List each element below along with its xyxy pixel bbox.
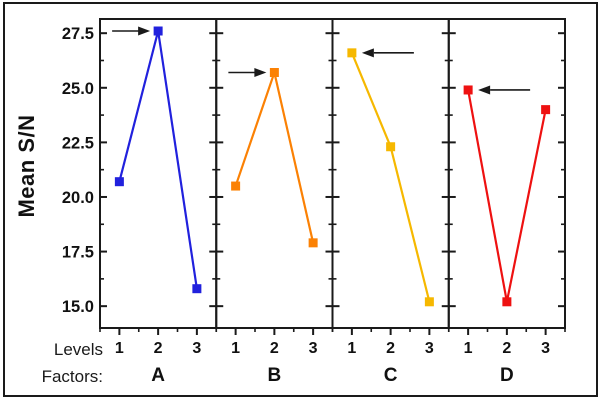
- y-tick-label: 17.5: [62, 244, 94, 262]
- y-tick-label: 20.0: [62, 189, 94, 207]
- factor-label-C: C: [384, 365, 398, 386]
- x-tick-label: 1: [115, 340, 124, 357]
- panel-border: [331, 18, 450, 329]
- best-level-arrowhead: [478, 85, 491, 95]
- x-tick-label: 3: [541, 340, 550, 357]
- data-point-marker: [463, 85, 473, 95]
- panel-border: [215, 18, 334, 329]
- data-point-marker: [424, 297, 434, 307]
- factor-label-A: A: [151, 365, 165, 386]
- series-line-C: [350, 52, 431, 303]
- series-line-D: [467, 89, 547, 303]
- y-tick-label: 25.0: [62, 80, 94, 98]
- y-tick-label: 15.0: [62, 298, 94, 316]
- data-point-marker: [386, 142, 396, 152]
- y-axis-title: Mean S/N: [14, 114, 39, 218]
- data-point-marker: [114, 177, 124, 187]
- y-tick-label: 27.5: [62, 25, 94, 43]
- panel-border: [447, 18, 566, 329]
- levels-row-label: Levels: [53, 340, 103, 359]
- best-level-arrowhead: [138, 26, 151, 36]
- x-tick-label: 1: [347, 340, 356, 357]
- x-tick-label: 2: [154, 340, 163, 357]
- data-point-marker: [192, 284, 202, 294]
- data-point-marker: [308, 238, 318, 248]
- series-line-A: [118, 30, 198, 289]
- x-tick-label: 2: [270, 340, 279, 357]
- data-point-marker: [347, 48, 357, 58]
- x-tick-label: 3: [309, 340, 318, 357]
- factor-label-B: B: [268, 365, 282, 386]
- data-point-marker: [541, 105, 551, 115]
- series-line-B: [234, 68, 315, 244]
- data-point-marker: [153, 26, 163, 36]
- y-tick-label: 22.5: [62, 134, 94, 152]
- data-point-marker: [231, 181, 241, 191]
- x-tick-label: 3: [425, 340, 434, 357]
- x-tick-label: 1: [231, 340, 240, 357]
- data-point-marker: [502, 297, 512, 307]
- data-point-marker: [269, 68, 279, 78]
- x-tick-label: 2: [502, 340, 511, 357]
- factors-row-label: Factors:: [41, 367, 103, 386]
- x-tick-label: 3: [192, 340, 201, 357]
- best-level-arrowhead: [254, 68, 267, 78]
- x-tick-label: 1: [464, 340, 473, 357]
- panel-border: [99, 18, 218, 329]
- best-level-arrowhead: [361, 48, 374, 58]
- x-tick-label: 2: [386, 340, 395, 357]
- factor-label-D: D: [500, 365, 514, 386]
